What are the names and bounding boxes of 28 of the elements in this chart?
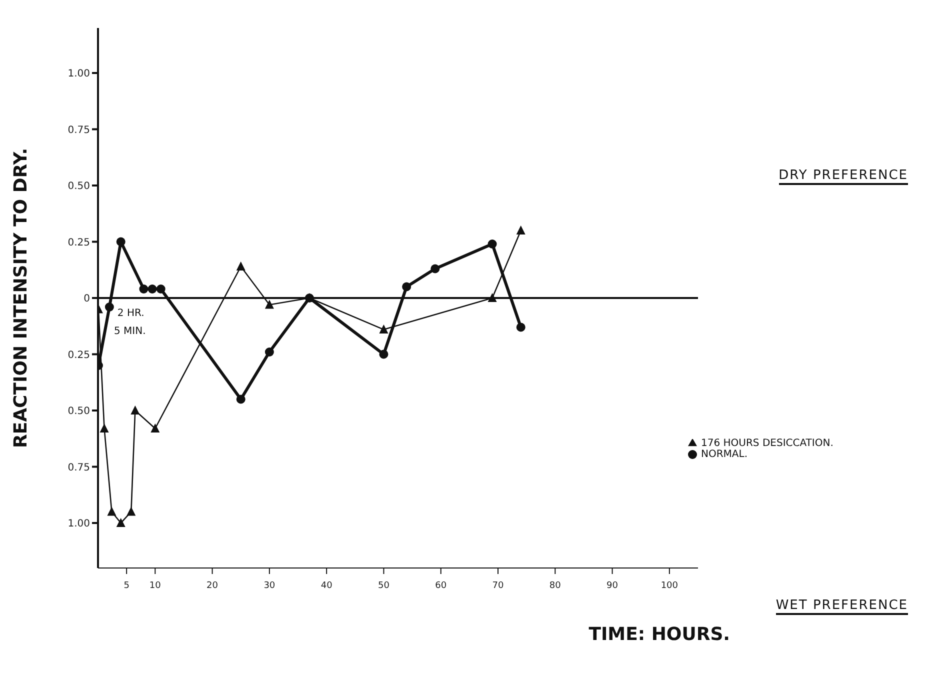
y-axis-title: REACTION INTENSITY TO DRY.: [10, 148, 32, 448]
y-tick-label: 1.00: [68, 68, 90, 80]
x-axis-title: TIME: HOURS.: [588, 624, 730, 645]
x-tick-label: 40: [320, 581, 333, 591]
x-tick-label: 70: [492, 581, 504, 591]
y-tick-label: 0.25: [68, 237, 90, 248]
text: WET PREFERENCE: [776, 598, 908, 615]
y-tick-label: 0: [84, 294, 90, 305]
x-tick-label: 60: [435, 581, 447, 591]
y-tick-label: 0.25: [68, 350, 90, 361]
y-tick-label: 0.75: [68, 124, 90, 136]
x-tick-label: 100: [660, 581, 678, 591]
y-tick-label: 0.50: [68, 406, 90, 418]
x-tick-label: 50: [378, 581, 390, 591]
annotation: 5 MIN.: [114, 326, 146, 337]
y-tick-label: 0.50: [68, 181, 90, 192]
text: DRY PREFERENCE: [778, 168, 908, 185]
x-tick-label: 80: [549, 581, 562, 591]
x-tick-label: 10: [149, 581, 162, 591]
x-tick-label: 5: [124, 581, 130, 591]
x-tick-label: 90: [606, 581, 618, 591]
x-tick-label: 30: [264, 581, 276, 591]
y-tick-label: 1.00: [68, 518, 90, 530]
x-tick-label: 20: [206, 581, 218, 591]
annotation: 2 HR.: [117, 308, 144, 319]
y-tick-label: 0.75: [68, 462, 90, 474]
legend-label: NORMAL.: [701, 449, 748, 460]
legend-label: 176 HOURS DESICCATION.: [701, 438, 834, 449]
